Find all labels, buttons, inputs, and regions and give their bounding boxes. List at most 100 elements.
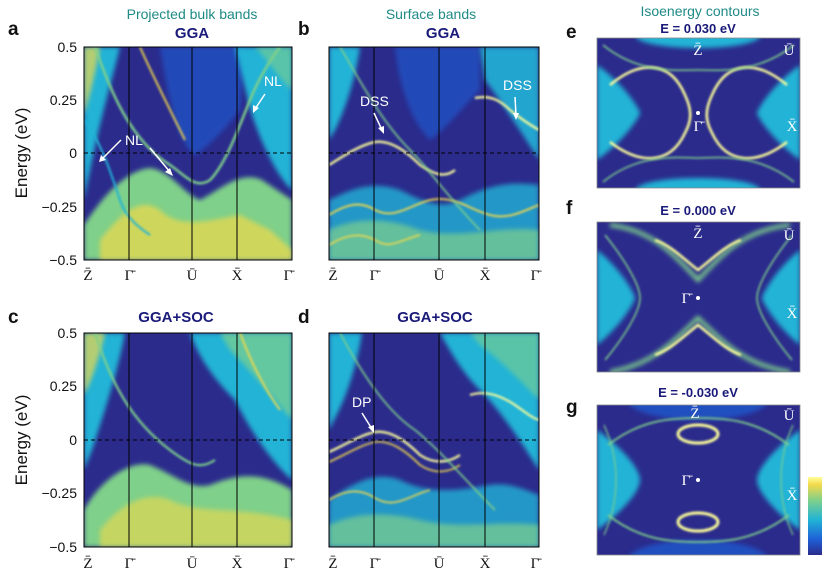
panel-c-xaxis: Z̄ Γ̄ Ū X̄ Γ̄ bbox=[83, 556, 295, 572]
panel-f-frame bbox=[596, 221, 801, 373]
panel-e-label-x: X̄ bbox=[787, 119, 798, 135]
panel-c-band bbox=[239, 333, 281, 411]
panel-a-arrow-head bbox=[165, 168, 173, 176]
panel-f-contour-region bbox=[762, 250, 800, 345]
panel-c-xtick: Z̄ bbox=[83, 556, 92, 572]
panel-b-bulk-region bbox=[329, 47, 360, 140]
panel-d-xaxis: Z̄ Γ̄ Ū X̄ Γ̄ bbox=[328, 556, 542, 572]
panel-g-frame bbox=[596, 404, 801, 556]
panel-letter-b: b bbox=[298, 19, 310, 40]
panel-d-dss bbox=[469, 392, 539, 421]
panel-g-contour-region bbox=[757, 430, 800, 530]
panel-b-xtick: Γ̄ bbox=[531, 268, 543, 284]
panel-c-xtick: X̄ bbox=[232, 556, 243, 572]
panel-b-arrow bbox=[514, 96, 517, 116]
panel-b-annotation-dss-2: DSS bbox=[503, 77, 532, 93]
panel-a-annotation-nl: NL bbox=[125, 132, 143, 148]
panel-a-annotation-nl-2: NL bbox=[264, 73, 282, 89]
panel-b-xtick: Ū bbox=[434, 268, 445, 284]
panel-g-contour-region bbox=[597, 430, 640, 530]
panel-f-contour-region bbox=[597, 250, 635, 345]
panel-a-xaxis: Z̄ Γ̄ Ū X̄ Γ̄ bbox=[83, 268, 295, 284]
panel-a-arrow bbox=[254, 93, 266, 110]
panel-b-bulk-region bbox=[480, 47, 539, 160]
panel-b-arrow-head bbox=[378, 126, 384, 134]
panel-e-label-gamma: Γ̄ bbox=[694, 119, 706, 135]
panel-b-dss bbox=[474, 96, 539, 131]
panel-a-xtick: Γ̄ bbox=[284, 268, 296, 284]
panel-c-ytick: −0.5 bbox=[49, 539, 77, 555]
panel-f-contour-region bbox=[609, 223, 791, 283]
panel-a-ytick: 0.5 bbox=[58, 39, 78, 55]
panel-a-band bbox=[84, 119, 151, 236]
panel-a-ytick: 0 bbox=[69, 145, 77, 161]
panel-a-bulk-region bbox=[255, 47, 292, 90]
panel-g-contour bbox=[607, 514, 790, 543]
panel-d-xtick: X̄ bbox=[480, 556, 491, 572]
panel-a-frame bbox=[83, 46, 293, 261]
colorbar bbox=[808, 477, 822, 555]
panel-b-xtick: X̄ bbox=[480, 268, 491, 284]
panel-a-xtick: X̄ bbox=[232, 268, 243, 284]
panel-letter-a: a bbox=[8, 19, 19, 40]
panel-letter-f: f bbox=[566, 198, 573, 219]
panel-b-frame bbox=[328, 46, 540, 261]
panel-d-xtick: Ū bbox=[434, 556, 445, 572]
panel-b-band bbox=[329, 198, 539, 218]
panel-e-contour-region bbox=[636, 178, 760, 188]
panel-b-xtick: Γ̄ bbox=[370, 268, 382, 284]
panel-f-label-x: X̄ bbox=[787, 306, 798, 322]
panel-c-bulk-region bbox=[220, 333, 292, 420]
panel-d-xtick: Γ̄ bbox=[370, 556, 382, 572]
panel-f-contour-region bbox=[609, 315, 791, 372]
panel-b-band bbox=[329, 234, 421, 246]
panel-e-subtitle: E = 0.030 eV bbox=[660, 21, 736, 36]
panel-e-label-u: Ū bbox=[784, 43, 795, 59]
panel-d-arrow-head bbox=[368, 425, 374, 433]
panel-f-contour bbox=[756, 234, 793, 361]
panel-c-ytick: 0.25 bbox=[50, 378, 77, 394]
panel-c-bulk-region bbox=[100, 496, 292, 547]
panel-g-label-z: Z̄ bbox=[690, 406, 699, 422]
panel-d-band bbox=[339, 333, 496, 511]
panel-e: E = 0.030 eV Z̄ Ū Γ̄ X̄ bbox=[596, 21, 801, 189]
panel-b-subtitle: GGA bbox=[426, 25, 460, 42]
panel-c-xtick: Γ̄ bbox=[284, 556, 296, 572]
panel-d-annotation-dp: DP bbox=[352, 394, 371, 410]
panel-c-ytick: 0 bbox=[69, 432, 77, 448]
panel-e-frame bbox=[596, 37, 801, 189]
panel-e-contour bbox=[602, 44, 795, 72]
panel-a-band bbox=[139, 47, 186, 141]
panel-b-annotation-dss: DSS bbox=[360, 93, 389, 109]
panel-e-gamma-point bbox=[696, 111, 700, 115]
panel-b: GGA DSS DSS Z̄ Γ̄ Ū X̄ bbox=[328, 25, 542, 284]
panel-c-yaxis: 0.5 0.25 0 −0.25 −0.5 bbox=[42, 325, 78, 555]
panel-a-ytick: 0.25 bbox=[50, 92, 77, 108]
panel-b-band bbox=[339, 47, 481, 231]
panel-g-label-u: Ū bbox=[784, 408, 795, 424]
projected-bulk-title: Projected bulk bands bbox=[127, 6, 258, 22]
panel-c-frame bbox=[83, 332, 293, 548]
panel-f-contour bbox=[654, 238, 742, 272]
panel-a-bulk-region bbox=[235, 47, 292, 190]
panel-a-bulk-region bbox=[100, 204, 292, 260]
panel-f-contour bbox=[604, 234, 641, 361]
panel-g-contour bbox=[676, 511, 720, 533]
panel-e-label-z: Z̄ bbox=[693, 43, 702, 59]
panel-g-contour-region bbox=[630, 405, 766, 420]
panel-b-xaxis: Z̄ Γ̄ Ū X̄ Γ̄ bbox=[328, 268, 542, 284]
panel-a-xtick: Ū bbox=[187, 268, 198, 284]
panel-g-label-x: X̄ bbox=[787, 488, 798, 504]
panel-g-contour bbox=[603, 424, 617, 536]
panel-c-xtick: Γ̄ bbox=[125, 556, 137, 572]
surface-bands-title: Surface bands bbox=[386, 6, 476, 22]
panel-c-ytick: 0.5 bbox=[58, 325, 78, 341]
panel-g: E = -0.030 eV Z̄ Ū Γ̄ X̄ bbox=[596, 385, 801, 556]
panel-a: GGA NL NL 0. bbox=[12, 25, 295, 284]
panel-d: GGA+SOC DP Z̄ Γ̄ Ū X̄ Γ̄ bbox=[328, 309, 542, 572]
panel-a-bulk-region bbox=[84, 47, 100, 115]
panel-d-frame bbox=[328, 332, 540, 548]
isoenergy-title: Isoenergy contours bbox=[640, 3, 759, 19]
panel-a-band bbox=[93, 47, 281, 185]
panel-letter-c: c bbox=[8, 307, 19, 328]
